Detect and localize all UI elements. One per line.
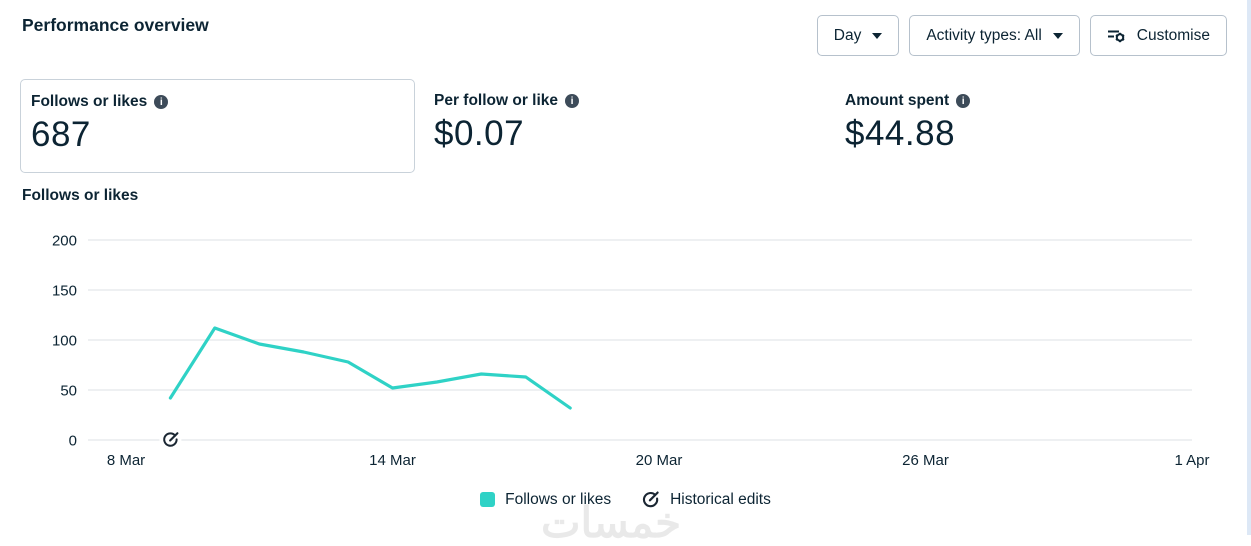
svg-text:200: 200 [52,233,77,250]
line-chart: 0 50 100 150 200 8 Mar 14 Mar 20 Mar 26 Mar 1 Apr [52,233,1210,470]
customise-settings-icon [1107,27,1126,44]
metric-per-follow-or-like[interactable]: Per follow or like i $0.07 [434,92,580,154]
metric-label: Amount spent [845,92,950,109]
legend-item-historical-edits: Historical edits [641,490,771,509]
svg-text:8 Mar: 8 Mar [107,452,145,469]
svg-text:14 Mar: 14 Mar [369,452,416,469]
customise-label: Customise [1136,26,1210,44]
metric-label: Per follow or like [434,92,559,109]
svg-text:0: 0 [69,433,77,450]
metric-amount-spent[interactable]: Amount spent i $44.88 [845,92,971,154]
info-icon[interactable]: i [154,95,169,109]
historical-edit-marker [159,429,182,451]
customise-button[interactable]: Customise [1089,15,1227,56]
svg-text:100: 100 [52,333,77,350]
legend-item-follows-or-likes: Follows or likes [480,491,611,509]
activity-types-label: Activity types: All [926,26,1042,44]
page-title: Performance overview [22,15,209,35]
chevron-down-icon [872,32,883,39]
follows-or-likes-swatch [480,492,496,507]
metric-value: $44.88 [845,114,956,153]
svg-text:1 Apr: 1 Apr [1174,452,1209,469]
legend-label: Historical edits [670,490,771,508]
info-icon[interactable]: i [565,94,580,108]
metric-value: 687 [31,115,91,154]
info-icon[interactable]: i [956,94,971,108]
svg-text:20 Mar: 20 Mar [636,452,683,469]
day-dropdown-label: Day [833,26,862,44]
activity-types-dropdown[interactable]: Activity types: All [909,15,1080,56]
page-edge [1247,0,1251,535]
chevron-down-icon [1052,32,1063,39]
svg-text:150: 150 [52,283,77,300]
legend-label: Follows or likes [505,490,612,508]
historical-edits-icon [641,490,660,509]
metric-value: $0.07 [434,114,525,153]
svg-text:50: 50 [60,383,77,400]
chart-title: Follows or likes [22,187,139,204]
chart-legend: Follows or likes Historical edits [0,490,1251,509]
day-dropdown[interactable]: Day [816,15,900,56]
toolbar: Day Activity types: All Customise [816,15,1227,56]
svg-text:26 Mar: 26 Mar [902,452,949,469]
metric-card-follows-or-likes[interactable]: Follows or likes i 687 [20,79,415,173]
metric-label: Follows or likes [31,93,148,110]
